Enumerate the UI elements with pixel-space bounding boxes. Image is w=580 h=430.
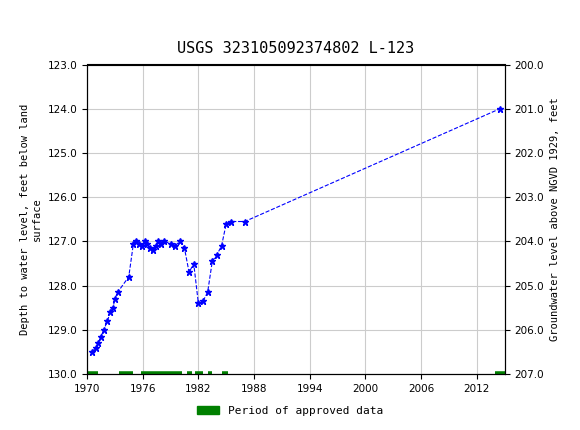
Y-axis label: Depth to water level, feet below land
surface: Depth to water level, feet below land su… xyxy=(20,104,42,335)
Y-axis label: Groundwater level above NGVD 1929, feet: Groundwater level above NGVD 1929, feet xyxy=(549,98,560,341)
Title: USGS 323105092374802 L-123: USGS 323105092374802 L-123 xyxy=(177,41,415,56)
Legend: Period of approved data: Period of approved data xyxy=(193,401,387,420)
Text: ▒USGS: ▒USGS xyxy=(12,15,70,37)
